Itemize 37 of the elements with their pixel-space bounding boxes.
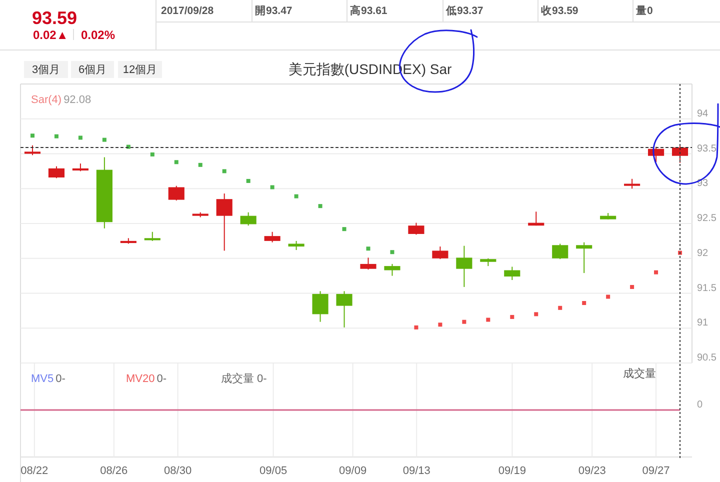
text: 0- — [156, 373, 167, 385]
button: 3個月 — [24, 61, 68, 78]
y-tick-label: 92 — [697, 248, 709, 259]
annotation: 92.08 — [64, 94, 92, 106]
y-tick-label: 93.5 — [697, 143, 717, 154]
text: 93.59 — [32, 8, 78, 28]
text: 08/30 — [164, 465, 192, 477]
text: 09/05 — [260, 465, 288, 477]
text: 08/22 — [20, 465, 48, 477]
text: 量0 — [635, 5, 653, 17]
text: 0- — [56, 373, 66, 385]
text: 09/19 — [498, 465, 526, 477]
text: 高93.61 — [350, 4, 388, 17]
text: 收93.59 — [541, 5, 578, 17]
y-tick-label: 94 — [697, 108, 709, 120]
text: 成交量 0- — [221, 372, 268, 385]
text: 09/09 — [339, 465, 367, 477]
y-tick-label: 90.5 — [697, 352, 717, 364]
text: 0 — [697, 400, 703, 410]
y-tick-label: 91 — [697, 318, 709, 329]
text: 2017/09/28 — [161, 5, 214, 17]
text: MV20 — [126, 373, 155, 385]
text: 低93.37 — [445, 5, 484, 17]
y-tick-label: 91.5 — [697, 282, 717, 294]
text: 開93.47 — [255, 5, 292, 17]
y-tick-label: 92.5 — [697, 213, 717, 224]
button: 12個月 — [118, 61, 162, 78]
text: 0.02▲ — [33, 28, 68, 42]
text: Sar(4) — [31, 94, 62, 106]
text: 09/27 — [642, 465, 670, 477]
text: 09/13 — [402, 465, 430, 477]
text: 08/26 — [100, 465, 128, 477]
text: 0.02% — [81, 28, 116, 42]
text: 成交量 — [623, 367, 656, 380]
text: 09/23 — [578, 465, 606, 477]
button: 6個月 — [71, 61, 114, 78]
text: MV5 — [31, 373, 54, 385]
